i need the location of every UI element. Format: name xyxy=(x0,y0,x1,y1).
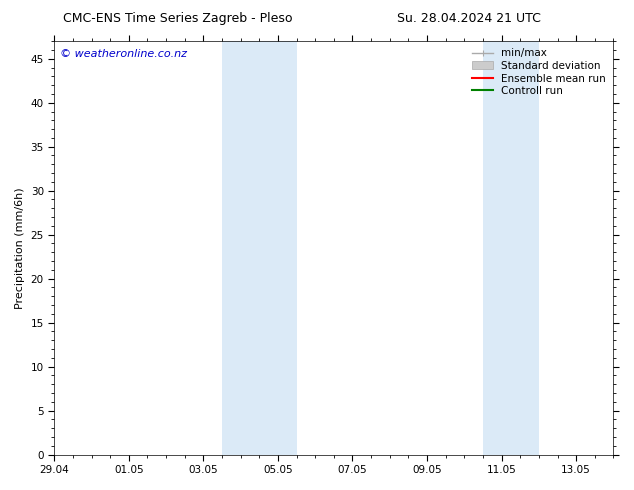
Bar xyxy=(222,41,259,455)
Bar xyxy=(521,41,539,455)
Legend: min/max, Standard deviation, Ensemble mean run, Controll run: min/max, Standard deviation, Ensemble me… xyxy=(470,47,608,98)
Y-axis label: Precipitation (mm/6h): Precipitation (mm/6h) xyxy=(15,187,25,309)
Text: © weatheronline.co.nz: © weatheronline.co.nz xyxy=(60,49,187,59)
Text: Su. 28.04.2024 21 UTC: Su. 28.04.2024 21 UTC xyxy=(398,12,541,25)
Bar xyxy=(483,41,521,455)
Text: CMC-ENS Time Series Zagreb - Pleso: CMC-ENS Time Series Zagreb - Pleso xyxy=(63,12,292,25)
Bar xyxy=(259,41,297,455)
